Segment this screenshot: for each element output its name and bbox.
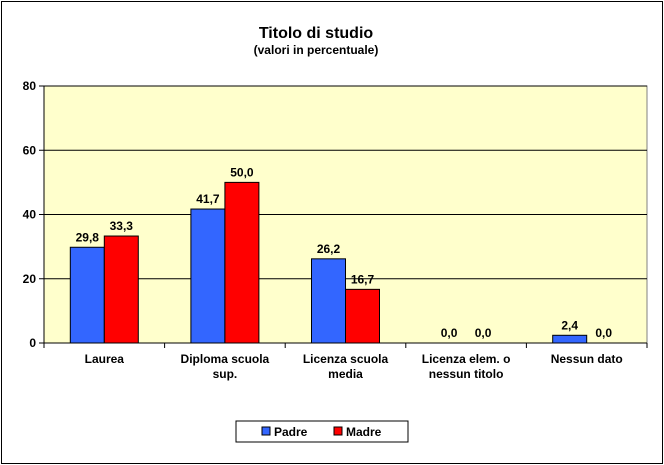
x-category-label: Laurea <box>85 352 125 366</box>
chart-subtitle: (valori in percentuale) <box>254 43 379 57</box>
legend-box <box>235 420 409 443</box>
bar-padre <box>190 208 226 344</box>
plot-area: 0 20 40 60 80 29,8 33,3 Laurea 41,7 50,0 Diploma s… <box>23 79 648 381</box>
x-category-label: nessun titolo <box>429 367 504 381</box>
x-category-label: Licenza elem. o <box>422 352 511 366</box>
data-label-madre: 33,3 <box>110 219 134 233</box>
data-label-padre: 41,7 <box>196 192 220 206</box>
y-tick-label: 0 <box>29 336 36 350</box>
data-label-padre: 26,2 <box>317 242 341 256</box>
bar-padre <box>552 334 588 344</box>
y-tick-label: 60 <box>23 143 37 157</box>
data-label-padre: 2,4 <box>561 318 578 332</box>
x-category-label: Nessun dato <box>551 352 623 366</box>
legend-swatch-madre <box>333 426 343 436</box>
bar-padre <box>311 258 346 344</box>
data-label-padre: 29,8 <box>76 230 100 244</box>
chart-title: Titolo di studio <box>259 25 374 42</box>
data-label-padre: 0,0 <box>441 326 458 340</box>
data-label-madre: 0,0 <box>595 326 612 340</box>
legend-swatch-padre <box>261 426 271 436</box>
y-tick-label: 20 <box>23 272 37 286</box>
y-tick-label: 40 <box>23 208 37 222</box>
bar-padre <box>69 246 105 344</box>
legend-label-madre: Madre <box>346 425 382 439</box>
bar-madre <box>345 288 380 344</box>
x-category-label: sup. <box>213 367 238 381</box>
y-tick-label: 80 <box>23 79 37 93</box>
x-category-label: Diploma scuola <box>181 352 270 366</box>
x-category-label: media <box>328 367 363 381</box>
data-label-madre: 50,0 <box>230 165 254 179</box>
legend: Padre Madre <box>235 420 409 443</box>
data-label-madre: 16,7 <box>351 272 375 286</box>
x-category-label: Licenza scuola <box>303 352 389 366</box>
data-label-madre: 0,0 <box>475 326 492 340</box>
bar-madre <box>103 235 139 344</box>
legend-label-padre: Padre <box>274 425 308 439</box>
bar-madre <box>224 181 260 344</box>
